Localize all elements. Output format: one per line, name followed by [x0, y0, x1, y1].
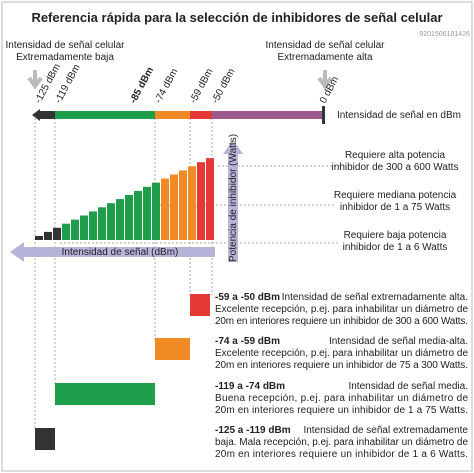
arrow-high	[317, 70, 333, 90]
desc-range: -59 a -50 dBm	[215, 292, 280, 303]
swatch-dark	[35, 428, 55, 450]
requirement: inhibidor de 1 a 6 Watts	[343, 242, 448, 253]
requirement: inhibidor de 1 a 75 Watts	[340, 202, 450, 213]
desc-line: 20m en interiores requiere un inhibidor …	[215, 405, 468, 416]
stair-bar	[179, 170, 187, 240]
stair-bar	[53, 227, 61, 240]
stair-bar	[188, 166, 196, 240]
stair-bar	[107, 203, 115, 240]
requirement: Requiere baja potencia	[344, 230, 447, 241]
desc-line: Intensidad de señal media.	[348, 381, 468, 392]
top-label: Intensidad de señal celular	[6, 40, 126, 51]
stair-bar	[80, 215, 88, 240]
requirement: Requiere mediana potencia	[334, 190, 457, 201]
stair-bar	[152, 182, 160, 240]
top-label: Extremadamente baja	[16, 52, 114, 63]
desc-line: baja. Mala recepción, p.ej. para inhabil…	[215, 437, 468, 448]
desc-range: -125 a -119 dBm	[215, 425, 291, 436]
desc-line: Excelente recepción, p.ej. para inhabili…	[215, 304, 468, 315]
stair-bar	[44, 231, 52, 240]
arrow-low	[27, 70, 43, 90]
stair-bar	[143, 186, 151, 240]
stair-bar	[62, 223, 70, 240]
stair-bar	[89, 211, 97, 240]
requirement: inhibidor de 300 a 600 Watts	[332, 162, 459, 173]
stair-bar	[71, 219, 79, 240]
desc-line: Buena recepción, p.ej. para inhabilitar …	[215, 393, 468, 404]
axis-bar	[32, 106, 325, 124]
x-arrow	[10, 242, 215, 262]
top-label: Extremadamente alta	[277, 52, 372, 63]
desc-line: 20m en interiores requiere un inhibidor …	[215, 449, 468, 460]
stair-bar	[170, 174, 178, 240]
swatch-green	[55, 383, 155, 405]
desc-line: 20m en interiores requiere un inhibidor …	[215, 316, 468, 327]
desc-line: Excelente recepción, p.ej. para inhabili…	[215, 348, 468, 359]
stair-bar	[116, 199, 124, 240]
stair-bar	[125, 195, 133, 240]
stair-bar	[161, 178, 169, 240]
x-label: Intensidad de señal (dBm)	[62, 247, 179, 258]
y-arrow	[223, 140, 243, 262]
y-label: Potencia de inhibidor (Watts)	[228, 134, 239, 262]
axis-label: Intensidad de señal en dBm	[337, 110, 461, 121]
desc-line: 20m en interiores requiere un inhibidor …	[215, 360, 468, 371]
stair-bar	[206, 158, 214, 240]
stair-bar	[35, 236, 43, 240]
title: Referencia rápida para la selección de i…	[31, 10, 442, 25]
desc-line: Intensidad de señal media-alta.	[329, 336, 468, 347]
image-id: 9201506181426	[419, 31, 470, 38]
stair-bar	[98, 207, 106, 240]
requirement: Requiere alta potencia	[345, 150, 446, 161]
desc-line: Intensidad de señal extremadamente alta.	[282, 292, 468, 303]
stair-bar	[197, 162, 205, 240]
stair-bar	[134, 190, 142, 240]
desc-range: -119 a -74 dBm	[215, 381, 285, 392]
top-label: Intensidad de señal celular	[266, 40, 386, 51]
desc-line: Intensidad de señal extremadamente	[303, 425, 468, 436]
swatch-red	[190, 294, 210, 316]
swatch-orange	[155, 338, 190, 360]
desc-range: -74 a -59 dBm	[215, 336, 280, 347]
